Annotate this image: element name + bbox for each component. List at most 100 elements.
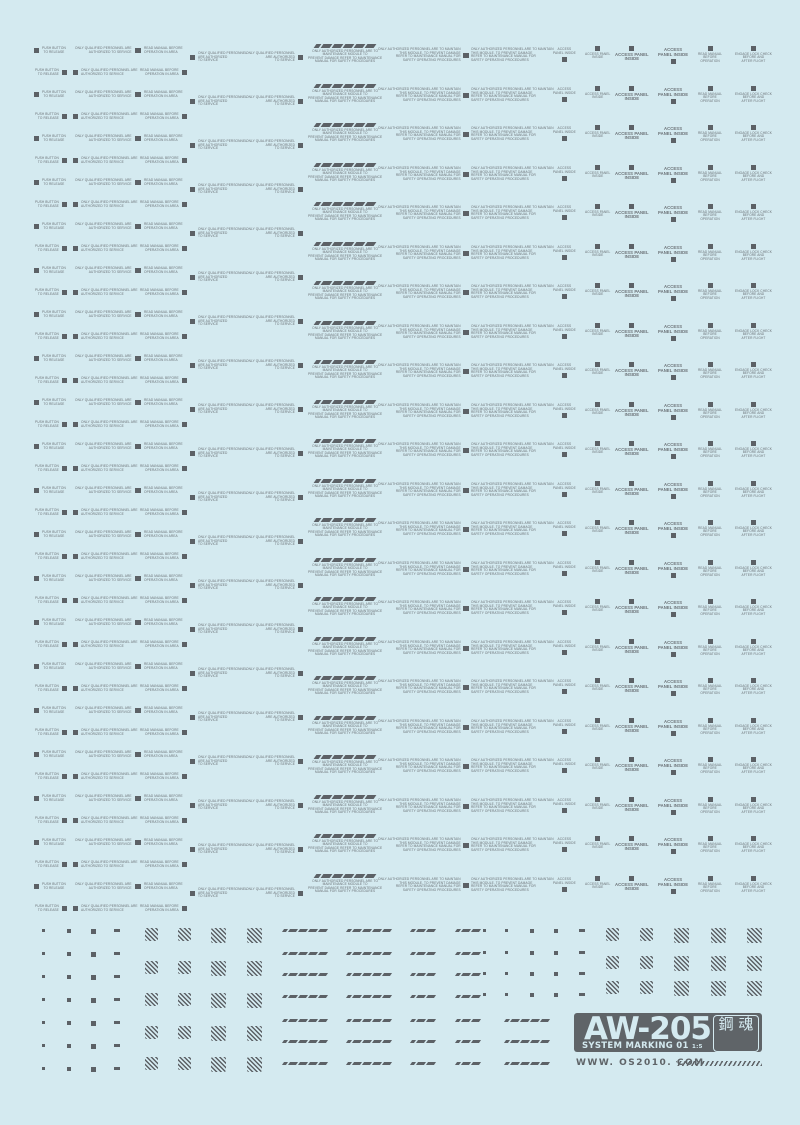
decal-item[interactable]: ONLY QUALIFIED PERSONNEL ARE AUTHORIZED TO… [190, 711, 247, 723]
marker-dot[interactable] [91, 998, 96, 1003]
decal-item[interactable]: ACCESS PANEL INSIDE [615, 560, 649, 576]
dashed-stripe-decal[interactable] [281, 1019, 329, 1022]
decal-item[interactable]: ACCESS PANEL INSIDE [615, 46, 649, 62]
marker-dot[interactable] [579, 972, 585, 975]
decal-item[interactable]: READ MANUAL BEFORE OPERATION IN AREA [136, 706, 183, 714]
decal-item[interactable]: ONLY AUTHORIZED PERSONNEL ARE TO MAINTENA… [308, 597, 382, 617]
decal-item[interactable]: ACCESS PANEL INSIDE [585, 639, 610, 653]
decal-item[interactable]: READ MANUAL BEFORE OPERATION IN AREA [136, 618, 183, 626]
decal-item[interactable]: ONLY QUALIFIED PERSONNEL ARE AUTHORIZED T… [75, 662, 140, 670]
decal-item[interactable]: ONLY AUTHORIZED PERSONNEL ARE TO MAINTENA… [308, 321, 382, 341]
decal-item[interactable]: ONLY QUALIFIED PERSONNEL ARE AUTHORIZED T… [73, 904, 138, 912]
decal-item[interactable]: READ MANUAL BEFORE OPERATION [698, 520, 722, 537]
decal-item[interactable]: ONLY AUTHORIZED PERSONNEL ARE TO MAINTENA… [308, 163, 382, 183]
decal-item[interactable]: ONLY AUTHORIZED PERSONNEL ARE TO MAINTENA… [308, 400, 382, 420]
decal-item[interactable]: READ MANUAL BEFORE OPERATION [698, 46, 722, 63]
hatched-square-decal[interactable] [178, 961, 191, 974]
decal-item[interactable]: ONLY AUTHORIZED PERSONNEL ARE TO MAINTAI… [378, 837, 469, 852]
decal-item[interactable]: PUSH BUTTON TO RELEASE [34, 90, 66, 98]
decal-item[interactable]: ACCESS PANEL INSIDE [585, 441, 610, 455]
hatched-square-decal[interactable] [211, 1057, 226, 1072]
decal-item[interactable]: ONLY AUTHORIZED PERSONNEL ARE TO MAINTAI… [463, 284, 554, 299]
dashed-stripe-decal[interactable] [281, 929, 329, 932]
decal-item[interactable]: READ MANUAL BEFORE OPERATION IN AREA [136, 838, 183, 846]
decal-item[interactable]: ONLY AUTHORIZED PERSONNEL ARE TO MAINTAI… [378, 679, 469, 694]
dashed-stripe-decal[interactable] [409, 1040, 437, 1043]
decal-item[interactable]: ONLY QUALIFIED PERSONNEL ARE AUTHORIZED TO… [190, 579, 247, 591]
decal-item[interactable]: ACCESS PANEL INSIDE [615, 441, 649, 457]
decal-item[interactable]: ACCESS PANEL INSIDE [585, 86, 610, 100]
hatched-square-decal[interactable] [711, 956, 726, 971]
decal-item[interactable]: ONLY QUALIFIED PERSONNEL ARE AUTHORIZED T… [75, 310, 140, 318]
decal-item[interactable]: ACCESS PANEL INSIDE [553, 758, 576, 773]
marker-dot[interactable] [67, 1044, 71, 1048]
decal-item[interactable]: ONLY AUTHORIZED PERSONNEL ARE TO MAINTAI… [378, 324, 469, 339]
marker-dot[interactable] [505, 951, 508, 954]
decal-item[interactable]: ACCESS PANEL INSIDE [615, 836, 649, 852]
decal-item[interactable]: ACCESS PANEL INSIDE [585, 362, 610, 376]
marker-dot[interactable] [42, 1021, 45, 1024]
decal-item[interactable]: ONLY QUALIFIED PERSONNEL ARE AUTHORIZED T… [73, 376, 138, 384]
decal-item[interactable]: ONLY QUALIFIED PERSONNEL ARE AUTHORIZED TO… [190, 843, 247, 855]
decal-item[interactable]: ONLY AUTHORIZED PERSONNEL ARE TO MAINTAI… [378, 758, 469, 773]
decal-item[interactable]: READ MANUAL BEFORE OPERATION IN AREA [140, 904, 187, 912]
decal-item[interactable]: ENGAGE LOCK CHECK BEFORE AND AFTER FLIGHT [735, 599, 772, 616]
decal-item[interactable]: ENGAGE LOCK CHECK BEFORE AND AFTER FLIGHT [735, 757, 772, 774]
decal-item[interactable]: READ MANUAL BEFORE OPERATION [698, 718, 722, 735]
decal-item[interactable]: READ MANUAL BEFORE OPERATION [698, 204, 722, 221]
marker-dot[interactable] [483, 972, 486, 975]
decal-item[interactable]: ENGAGE LOCK CHECK BEFORE AND AFTER FLIGHT [735, 244, 772, 261]
decal-item[interactable]: ACCESS PANEL INSIDE [658, 561, 688, 578]
hatched-square-decal[interactable] [247, 961, 262, 976]
dashed-stripe-decal[interactable] [281, 995, 329, 998]
decal-item[interactable]: ACCESS PANEL INSIDE [615, 125, 649, 141]
decal-item[interactable]: ONLY AUTHORIZED PERSONNEL ARE TO MAINTAI… [463, 719, 554, 734]
decal-item[interactable]: ONLY QUALIFIED PERSONNEL ARE AUTHORIZED TO… [190, 887, 247, 899]
dashed-stripe-decal[interactable] [503, 1040, 551, 1043]
decal-item[interactable]: ONLY QUALIFIED PERSONNEL ARE AUTHORIZED TO… [246, 799, 304, 811]
decal-item[interactable]: PUSH BUTTON TO RELEASE [34, 398, 66, 406]
decal-item[interactable]: ACCESS PANEL INSIDE [553, 877, 576, 892]
decal-item[interactable]: ONLY QUALIFIED PERSONNEL ARE AUTHORIZED TO… [246, 271, 304, 283]
decal-item[interactable]: ACCESS PANEL INSIDE [585, 481, 610, 495]
decal-item[interactable]: ACCESS PANEL INSIDE [553, 363, 576, 378]
decal-item[interactable]: ONLY QUALIFIED PERSONNEL ARE AUTHORIZED T… [73, 420, 138, 428]
decal-item[interactable]: ONLY QUALIFIED PERSONNEL ARE AUTHORIZED TO… [190, 447, 247, 459]
decal-item[interactable]: ONLY QUALIFIED PERSONNEL ARE AUTHORIZED TO… [190, 315, 247, 327]
hatched-square-decal[interactable] [211, 961, 226, 976]
decal-item[interactable]: ONLY AUTHORIZED PERSONNEL ARE TO MAINTENA… [308, 518, 382, 538]
marker-dot[interactable] [114, 1021, 120, 1024]
dashed-stripe-decal[interactable] [409, 952, 437, 955]
decal-item[interactable]: ACCESS PANEL INSIDE [615, 165, 649, 181]
decal-item[interactable]: ONLY QUALIFIED PERSONNEL ARE AUTHORIZED T… [73, 200, 138, 208]
marker-dot[interactable] [505, 929, 508, 932]
decal-item[interactable]: ONLY AUTHORIZED PERSONNEL ARE TO MAINTENA… [308, 795, 382, 815]
decal-item[interactable]: READ MANUAL BEFORE OPERATION IN AREA [140, 156, 187, 164]
marker-dot[interactable] [530, 929, 534, 933]
decal-item[interactable]: READ MANUAL BEFORE OPERATION [698, 560, 722, 577]
decal-item[interactable]: ACCESS PANEL INSIDE [585, 797, 610, 811]
decal-item[interactable]: ENGAGE LOCK CHECK BEFORE AND AFTER FLIGHT [735, 283, 772, 300]
marker-dot[interactable] [483, 929, 486, 932]
decal-item[interactable]: ONLY AUTHORIZED PERSONNEL ARE TO MAINTENA… [308, 281, 382, 301]
decal-item[interactable]: READ MANUAL BEFORE OPERATION [698, 283, 722, 300]
decal-item[interactable]: ACCESS PANEL INSIDE [658, 166, 688, 183]
decal-item[interactable]: ONLY AUTHORIZED PERSONNEL ARE TO MAINTAI… [378, 403, 469, 418]
decal-item[interactable]: ONLY QUALIFIED PERSONNEL ARE AUTHORIZED TO… [190, 623, 247, 635]
hatched-square-decal[interactable] [606, 928, 619, 941]
decal-item[interactable]: ACCESS PANEL INSIDE [585, 678, 610, 692]
decal-item[interactable]: ACCESS PANEL INSIDE [585, 560, 610, 574]
hatched-square-decal[interactable] [247, 1026, 262, 1041]
decal-item[interactable]: ONLY QUALIFIED PERSONNEL ARE AUTHORIZED TO… [190, 799, 247, 811]
decal-item[interactable]: ENGAGE LOCK CHECK BEFORE AND AFTER FLIGHT [735, 797, 772, 814]
decal-item[interactable]: READ MANUAL BEFORE OPERATION IN AREA [140, 816, 187, 824]
marker-dot[interactable] [505, 972, 508, 975]
decal-item[interactable]: ONLY AUTHORIZED PERSONNEL ARE TO MAINTAI… [463, 442, 554, 457]
decal-item[interactable]: PUSH BUTTON TO RELEASE [35, 376, 67, 384]
decal-item[interactable]: ONLY AUTHORIZED PERSONNEL ARE TO MAINTAI… [378, 166, 469, 181]
decal-item[interactable]: ENGAGE LOCK CHECK BEFORE AND AFTER FLIGHT [735, 402, 772, 419]
decal-item[interactable]: ONLY AUTHORIZED PERSONNEL ARE TO MAINTAI… [463, 363, 554, 378]
marker-dot[interactable] [42, 1044, 45, 1047]
decal-item[interactable]: ONLY AUTHORIZED PERSONNEL ARE TO MAINTAI… [378, 798, 469, 813]
decal-item[interactable]: PUSH BUTTON TO RELEASE [34, 574, 66, 582]
